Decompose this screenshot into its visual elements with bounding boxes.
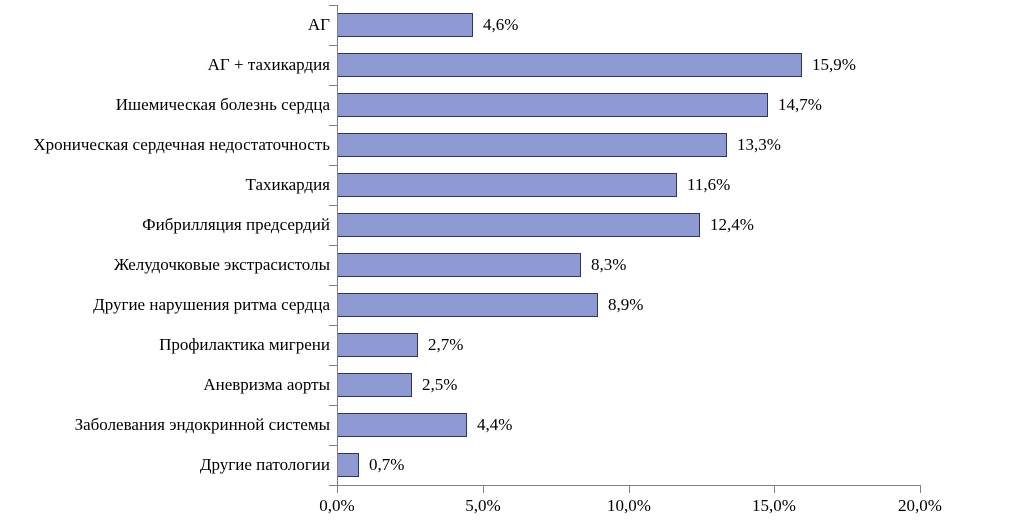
bar-track: 4,4% bbox=[337, 405, 920, 445]
value-label: 2,7% bbox=[428, 335, 464, 354]
bar-track: 15,9% bbox=[337, 45, 920, 85]
y-axis-tick bbox=[329, 205, 337, 206]
y-axis-tick bbox=[329, 365, 337, 366]
bar bbox=[337, 373, 412, 397]
value-label: 8,9% bbox=[608, 295, 644, 314]
bar-track: 13,3% bbox=[337, 125, 920, 165]
value-label: 4,4% bbox=[477, 415, 513, 434]
y-axis-tick bbox=[329, 165, 337, 166]
x-axis-tick bbox=[920, 485, 921, 493]
category-label: Желудочковые экстрасистолы bbox=[113, 255, 330, 274]
category-label: Фибрилляция предсердий bbox=[142, 215, 330, 234]
category-label: Аневризма аорты bbox=[203, 375, 330, 394]
bar-track: 8,3% bbox=[337, 245, 920, 285]
value-label: 14,7% bbox=[778, 95, 822, 114]
y-axis-tick bbox=[329, 125, 337, 126]
bar-row: Ишемическая болезнь сердца 14,7% bbox=[0, 85, 1031, 125]
bar-row: Аневризма аорты 2,5% bbox=[0, 365, 1031, 405]
category-label: АГ bbox=[307, 15, 330, 34]
x-axis-tick bbox=[337, 485, 338, 493]
bar bbox=[337, 413, 467, 437]
bar bbox=[337, 53, 802, 77]
bar bbox=[337, 253, 581, 277]
bar-track: 4,6% bbox=[337, 5, 920, 45]
bar-row: Другие нарушения ритма сердца 8,9% bbox=[0, 285, 1031, 325]
bar-row: Фибрилляция предсердий 12,4% bbox=[0, 205, 1031, 245]
bar bbox=[337, 133, 727, 157]
x-tick-label: 20,0% bbox=[898, 496, 942, 515]
category-label: Профилактика мигрени bbox=[159, 335, 330, 354]
bar-track: 12,4% bbox=[337, 205, 920, 245]
value-label: 0,7% bbox=[369, 455, 405, 474]
value-label: 15,9% bbox=[812, 55, 856, 74]
bar-track: 14,7% bbox=[337, 85, 920, 125]
x-axis-tick bbox=[629, 485, 630, 493]
y-axis-tick bbox=[329, 5, 337, 6]
x-tick-label: 15,0% bbox=[752, 496, 796, 515]
x-axis-tick bbox=[483, 485, 484, 493]
bar-track: 8,9% bbox=[337, 285, 920, 325]
bar-row: Тахикардия 11,6% bbox=[0, 165, 1031, 205]
bar-track: 0,7% bbox=[337, 445, 920, 485]
y-axis-tick bbox=[329, 85, 337, 86]
bar bbox=[337, 293, 598, 317]
category-label: АГ + тахикардия bbox=[207, 55, 330, 74]
bar-row: АГ + тахикардия 15,9% bbox=[0, 45, 1031, 85]
value-label: 13,3% bbox=[737, 135, 781, 154]
bar bbox=[337, 213, 700, 237]
x-tick-label: 5,0% bbox=[465, 496, 501, 515]
bar bbox=[337, 173, 677, 197]
y-axis-tick bbox=[329, 285, 337, 286]
category-label: Ишемическая болезнь сердца bbox=[115, 95, 330, 114]
y-axis-tick bbox=[329, 445, 337, 446]
bar-row: Хроническая сердечная недостаточность 13,… bbox=[0, 125, 1031, 165]
y-axis-tick bbox=[329, 245, 337, 246]
bar-row: Профилактика мигрени 2,7% bbox=[0, 325, 1031, 365]
category-label: Хроническая сердечная недостаточность bbox=[33, 135, 330, 154]
bar bbox=[337, 93, 768, 117]
bar-row: Заболевания эндокринной системы 4,4% bbox=[0, 405, 1031, 445]
category-label: Тахикардия bbox=[245, 175, 331, 194]
bar bbox=[337, 13, 473, 37]
category-label: Другие патологии bbox=[199, 455, 330, 474]
value-label: 2,5% bbox=[422, 375, 458, 394]
x-axis-tick bbox=[774, 485, 775, 493]
category-label: Заболевания эндокринной системы bbox=[74, 415, 330, 434]
bar-track: 2,5% bbox=[337, 365, 920, 405]
category-label: Другие нарушения ритма сердца bbox=[93, 295, 330, 314]
bars-container: АГ 4,6% АГ + тахикардия 15,9% Ишемическая бо… bbox=[0, 5, 1031, 485]
y-axis-tick bbox=[329, 45, 337, 46]
x-axis-line bbox=[329, 485, 921, 486]
bar-row: АГ 4,6% bbox=[0, 5, 1031, 45]
y-axis-tick bbox=[329, 405, 337, 406]
value-label: 8,3% bbox=[591, 255, 627, 274]
bar bbox=[337, 453, 359, 477]
y-axis-line bbox=[337, 5, 338, 485]
value-label: 12,4% bbox=[710, 215, 754, 234]
bar-row: Желудочковые экстрасистолы 8,3% bbox=[0, 245, 1031, 285]
bar-track: 11,6% bbox=[337, 165, 920, 205]
y-axis-tick bbox=[329, 325, 337, 326]
bar-row: Другие патологии 0,7% bbox=[0, 445, 1031, 485]
x-tick-label: 0,0% bbox=[319, 496, 355, 515]
bar-track: 2,7% bbox=[337, 325, 920, 365]
x-tick-label: 10,0% bbox=[607, 496, 651, 515]
value-label: 4,6% bbox=[483, 15, 519, 34]
value-label: 11,6% bbox=[687, 175, 731, 194]
bar bbox=[337, 333, 418, 357]
